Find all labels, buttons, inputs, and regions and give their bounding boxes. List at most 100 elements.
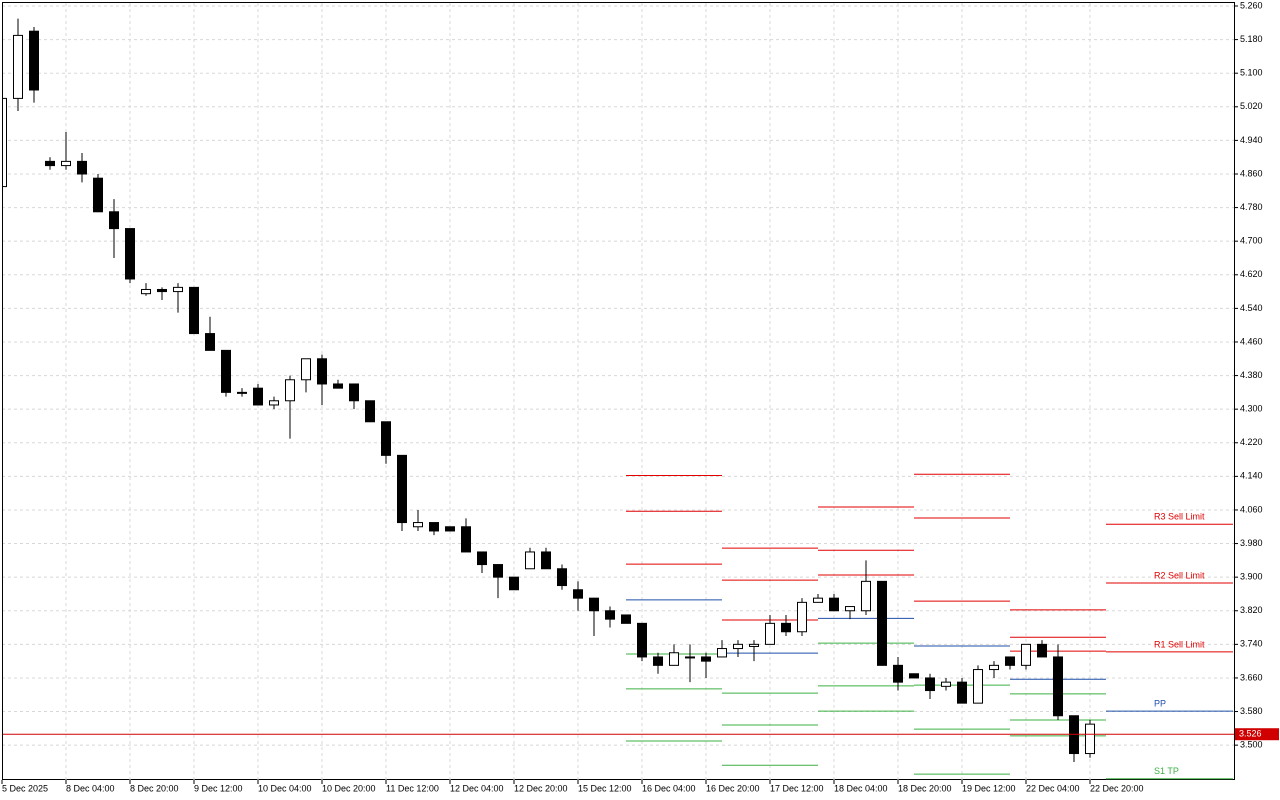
candle-body xyxy=(749,643,759,647)
candle-body xyxy=(717,648,727,658)
x-tick-label: 19 Dec 12:00 xyxy=(962,783,1016,793)
candle-body xyxy=(973,669,983,704)
x-tick-label: 10 Dec 20:00 xyxy=(322,783,376,793)
y-tick-label: 3.660 xyxy=(1240,672,1263,682)
candle-body xyxy=(637,622,647,658)
candle-body xyxy=(93,177,103,213)
candle-body xyxy=(941,681,951,687)
y-tick-label: 3.820 xyxy=(1240,605,1263,615)
y-tick-label: 4.220 xyxy=(1240,437,1263,447)
x-tick-label: 12 Dec 20:00 xyxy=(514,783,568,793)
candle-body xyxy=(269,400,279,406)
candle-body xyxy=(381,421,391,456)
y-tick-label: 4.140 xyxy=(1240,471,1263,481)
x-tick-label: 9 Dec 12:00 xyxy=(194,783,243,793)
x-tick-label: 8 Dec 20:00 xyxy=(130,783,179,793)
candle-body xyxy=(237,391,247,394)
candle-body xyxy=(525,551,535,570)
candle-body xyxy=(557,568,567,587)
candle-body xyxy=(605,610,615,620)
y-tick-label: 3.500 xyxy=(1240,740,1263,750)
x-tick-label: 10 Dec 04:00 xyxy=(258,783,312,793)
candle-body xyxy=(1085,723,1095,755)
y-tick-label: 5.100 xyxy=(1240,68,1263,78)
plot xyxy=(3,3,1234,780)
pivot-label: R2 Sell Limit xyxy=(1154,570,1205,580)
x-tick-label: 18 Dec 04:00 xyxy=(834,783,888,793)
candle-body xyxy=(61,160,71,167)
plot-frame xyxy=(2,2,1235,780)
x-tick-label: 18 Dec 20:00 xyxy=(898,783,952,793)
y-tick-label: 4.540 xyxy=(1240,303,1263,313)
candle-body xyxy=(925,677,935,692)
candle-body xyxy=(77,160,87,175)
candle-body xyxy=(317,358,327,385)
candle-body xyxy=(669,652,679,666)
y-tick-label: 3.740 xyxy=(1240,639,1263,649)
candle-body xyxy=(413,522,423,528)
candle-body xyxy=(957,681,967,704)
y-tick-label: 5.180 xyxy=(1240,34,1263,44)
candle-body xyxy=(685,656,695,659)
candle-body xyxy=(221,349,231,393)
candle-body xyxy=(1005,656,1015,666)
candle-body xyxy=(797,601,807,633)
candle-body xyxy=(461,526,471,553)
x-tick-label: 5 Dec 2025 xyxy=(2,783,48,793)
y-tick-label: 3.580 xyxy=(1240,706,1263,716)
candle-body xyxy=(893,664,903,683)
y-tick-label: 4.460 xyxy=(1240,336,1263,346)
candle-body xyxy=(733,643,743,650)
x-tick-label: 22 Dec 20:00 xyxy=(1090,783,1144,793)
candle-body xyxy=(29,30,39,91)
candle-body xyxy=(909,673,919,679)
candle-body xyxy=(573,589,583,599)
candle-body xyxy=(13,34,23,99)
pivot-label: PP xyxy=(1154,699,1166,709)
y-tick-label: 3.980 xyxy=(1240,538,1263,548)
candle-body xyxy=(701,656,711,662)
pivot-label: R3 Sell Limit xyxy=(1154,512,1205,522)
candle-body xyxy=(173,286,183,293)
x-tick-label: 16 Dec 20:00 xyxy=(706,783,760,793)
candle-body xyxy=(589,597,599,612)
y-tick-label: 3.900 xyxy=(1240,572,1263,582)
candle-body xyxy=(45,160,55,167)
candle-body xyxy=(1037,643,1047,658)
y-tick-label: 4.860 xyxy=(1240,168,1263,178)
pivot-label: R1 Sell Limit xyxy=(1154,639,1205,649)
candle-body xyxy=(365,400,375,423)
candle-body xyxy=(205,333,215,351)
candle-body xyxy=(429,522,439,532)
y-tick-label: 4.060 xyxy=(1240,504,1263,514)
candle-body xyxy=(813,597,823,603)
candle-body xyxy=(541,551,551,570)
candle-body xyxy=(1021,643,1031,666)
candle-body xyxy=(493,564,503,578)
candle-body xyxy=(285,379,295,402)
candle-body xyxy=(109,211,119,230)
x-tick-label: 17 Dec 12:00 xyxy=(770,783,824,793)
current-price-box xyxy=(1235,728,1279,741)
x-tick-label: 22 Dec 04:00 xyxy=(1026,783,1080,793)
candle-body xyxy=(125,228,135,280)
candle-body xyxy=(333,383,343,389)
candle-body xyxy=(845,606,855,612)
candle-body xyxy=(253,387,263,406)
candle-body xyxy=(989,664,999,671)
candle-body xyxy=(877,580,887,666)
candle-body xyxy=(765,622,775,645)
candle-body xyxy=(445,526,455,532)
y-tick-label: 4.780 xyxy=(1240,202,1263,212)
candle-body xyxy=(3,97,7,188)
pivot-label: S1 TP xyxy=(1154,766,1179,776)
candle-body xyxy=(141,288,151,295)
candle-body xyxy=(301,358,311,381)
x-tick-label: 11 Dec 12:00 xyxy=(386,783,439,793)
candle-body xyxy=(829,597,839,612)
y-tick-label: 5.260 xyxy=(1240,0,1263,10)
y-tick-label: 5.020 xyxy=(1240,101,1263,111)
current-price-label: 3.526 xyxy=(1239,729,1262,739)
